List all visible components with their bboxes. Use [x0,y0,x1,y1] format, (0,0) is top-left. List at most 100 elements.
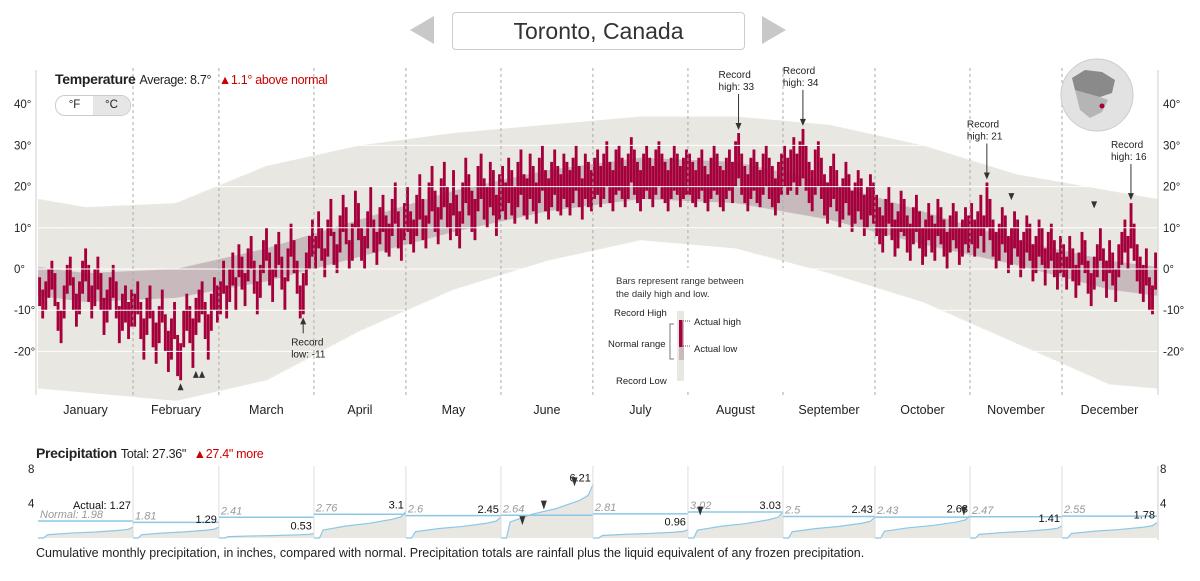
actual-range-bar [994,231,998,269]
normal-range-bar [151,270,155,299]
actual-range-bar [62,285,66,319]
actual-range-bar [501,166,504,212]
actual-range-bar [507,157,511,204]
unit-toggle[interactable]: °F °C [55,95,131,116]
actual-range-bar [200,281,204,315]
actual-range-bar [636,161,639,204]
actual-range-bar [173,301,176,340]
actual-range-bar [99,273,103,311]
actual-range-bar [47,269,51,298]
actual-range-bar [519,149,523,195]
actual-range-bar [1052,240,1056,278]
unit-celsius-button[interactable]: °C [93,96,130,115]
actual-range-bar [323,248,327,278]
actual-range-bar [672,145,676,191]
actual-range-bar [991,219,995,257]
actual-range-bar [593,157,596,199]
y-tick-label-right: 0° [1163,264,1174,276]
precip-cumulative-line [405,516,502,539]
actual-range-bar [639,170,642,212]
precip-actual-label: 1.78 [1134,510,1155,522]
actual-range-bar [142,318,146,360]
normal-range-bar [764,168,768,209]
unit-fahrenheit-button[interactable]: °F [68,99,81,111]
actual-range-bar [1154,252,1157,290]
actual-range-bar [948,215,952,253]
y-tick-label-right: 10° [1163,223,1180,235]
actual-range-bar [237,244,241,278]
previous-city-button[interactable] [410,16,434,44]
actual-range-bar [84,248,88,282]
normal-range-bar [1037,245,1041,271]
actual-range-bar [550,161,554,208]
actual-range-bar [71,277,75,311]
actual-range-bar [580,178,584,220]
record-range-bar [172,203,177,401]
precip-y-tick-right: 4 [1160,499,1167,511]
normal-range-bar [62,270,66,300]
record-range-bar [157,203,161,400]
actual-range-bar [476,166,480,212]
actual-range-bar [939,207,943,245]
record-marker-icon [799,118,806,126]
normal-range-bar [844,187,848,225]
normal-range-bar [218,258,223,290]
actual-range-bar [798,141,802,187]
actual-range-bar [360,227,363,261]
normal-range-bar [197,263,201,294]
month-label: January [63,403,108,417]
actual-range-bar [148,285,152,319]
month-label: August [716,403,755,417]
normal-range-bar [191,265,195,295]
normal-range-bar [163,269,168,299]
actual-range-bar [654,149,658,195]
normal-range-bar [301,237,306,272]
normal-range-bar [133,270,137,300]
actual-range-bar [942,219,946,257]
actual-range-bar [632,149,636,195]
temperature-average: Average: 8.7° [139,73,212,87]
actual-range-bar [56,301,60,331]
normal-range-bar [105,272,109,301]
legend-actual-bar [679,320,683,347]
normal-range-bar [166,269,171,299]
actual-range-bar [960,219,964,257]
actual-range-bar [311,219,314,257]
actual-range-bar [65,264,69,294]
annotation-label: Record [967,119,999,130]
temperature-header: Temperature Average: 8.7° ▲1.1° above nor… [55,71,328,87]
actual-range-bar [954,211,958,249]
actual-range-bar [1059,236,1062,274]
actual-range-bar [531,166,535,212]
actual-range-bar [243,273,247,307]
actual-range-bar [452,170,455,216]
precip-normal-label: 2.47 [971,505,994,517]
actual-range-bar [154,322,158,364]
normal-range-bar [289,240,293,275]
actual-range-bar [565,161,569,208]
normal-range-bar [418,201,422,241]
actual-range-bar [1089,273,1093,307]
actual-range-bar [240,256,244,290]
y-tick-label-right: 20° [1163,182,1180,194]
actual-range-bar [758,170,762,208]
y-tick-label-left: 30° [14,140,31,152]
normal-range-bar [985,231,989,259]
actual-range-bar [393,182,397,224]
actual-range-bar [856,170,860,212]
actual-range-bar [203,301,207,340]
annotation-label: Record [783,66,815,77]
annotation-label: high: 33 [719,82,755,93]
actual-range-bar [271,269,275,302]
actual-range-bar [491,170,495,216]
normal-range-bar [1025,242,1029,268]
precip-actual-label: Actual: 1.27 [73,500,131,512]
actual-range-bar [326,219,330,257]
annotation-label: low: -11 [291,349,326,360]
precip-normal-label: 2.55 [1063,504,1086,516]
actual-range-bar [50,260,54,290]
actual-range-bar [350,223,354,261]
next-city-button[interactable] [762,16,786,44]
month-label: April [347,403,372,417]
